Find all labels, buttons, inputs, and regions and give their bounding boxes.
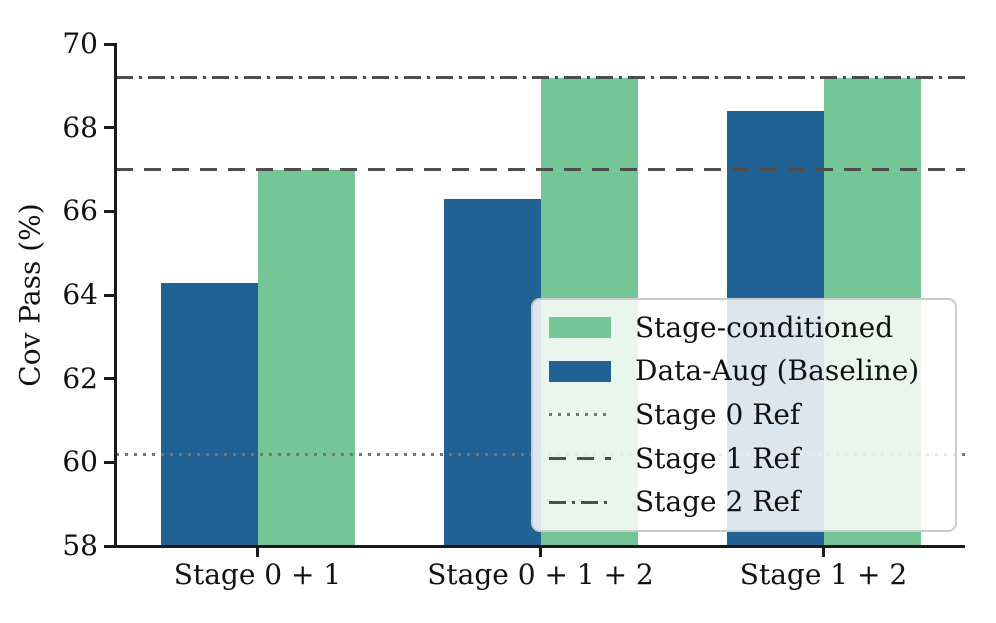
legend-swatch-stage-1-ref: [549, 457, 611, 461]
y-tick-mark: [104, 42, 114, 46]
x-tick-mark: [539, 548, 542, 557]
y-tick-label: 70: [62, 27, 98, 60]
legend-swatch-data-aug-baseline: [549, 360, 611, 382]
y-tick-mark: [104, 209, 114, 213]
legend-label: Data-Aug (Baseline): [635, 354, 920, 388]
legend-label: Stage 2 Ref: [635, 485, 801, 519]
refline-stage-1-ref: [116, 168, 965, 171]
x-tick-label-stage-1-2: Stage 1 + 2: [739, 558, 908, 591]
y-tick-label: 60: [62, 445, 98, 479]
bar-stage-conditioned-stage-0-1: [257, 169, 355, 546]
y-tick-mark: [104, 544, 114, 548]
y-tick-label: 68: [62, 110, 98, 144]
y-axis-spine: [114, 43, 117, 548]
y-tick-mark: [104, 460, 114, 464]
legend-label: Stage 1 Ref: [635, 441, 801, 475]
legend-label: Stage 0 Ref: [635, 397, 801, 431]
y-tick-mark: [104, 293, 114, 297]
legend-label: Stage-conditioned: [635, 310, 894, 344]
legend-swatch-stage-0-ref: [549, 413, 611, 417]
x-tick-mark: [256, 548, 259, 557]
legend: Stage-conditioned Data-Aug (Baseline) St…: [531, 298, 957, 532]
y-tick-label: 62: [62, 361, 98, 395]
bar-data-aug-baseline-stage-0-1-2: [443, 198, 541, 546]
legend-item-data-aug-baseline: Data-Aug (Baseline): [549, 356, 939, 386]
x-tick-label-stage-0-1: Stage 0 + 1: [173, 558, 342, 591]
y-tick-mark: [104, 377, 114, 381]
refline-stage-2-ref: [116, 76, 965, 79]
y-tick-label: 58: [62, 529, 98, 562]
bar-data-aug-baseline-stage-0-1: [160, 282, 258, 546]
y-tick-mark: [104, 126, 114, 130]
legend-item-stage-2-ref: Stage 2 Ref: [549, 487, 939, 517]
legend-item-stage-0-ref: Stage 0 Ref: [549, 397, 939, 431]
x-tick-mark: [822, 548, 825, 557]
legend-swatch-stage-2-ref: [549, 500, 611, 504]
y-tick-label: 64: [62, 278, 98, 311]
legend-item-stage-conditioned: Stage-conditioned: [549, 310, 939, 344]
x-tick-label-stage-0-1-2: Stage 0 + 1 + 2: [427, 558, 654, 591]
x-axis-spine: [114, 545, 965, 548]
legend-item-stage-1-ref: Stage 1 Ref: [549, 441, 939, 475]
legend-swatch-stage-conditioned: [549, 317, 611, 339]
y-tick-label: 66: [62, 194, 98, 228]
